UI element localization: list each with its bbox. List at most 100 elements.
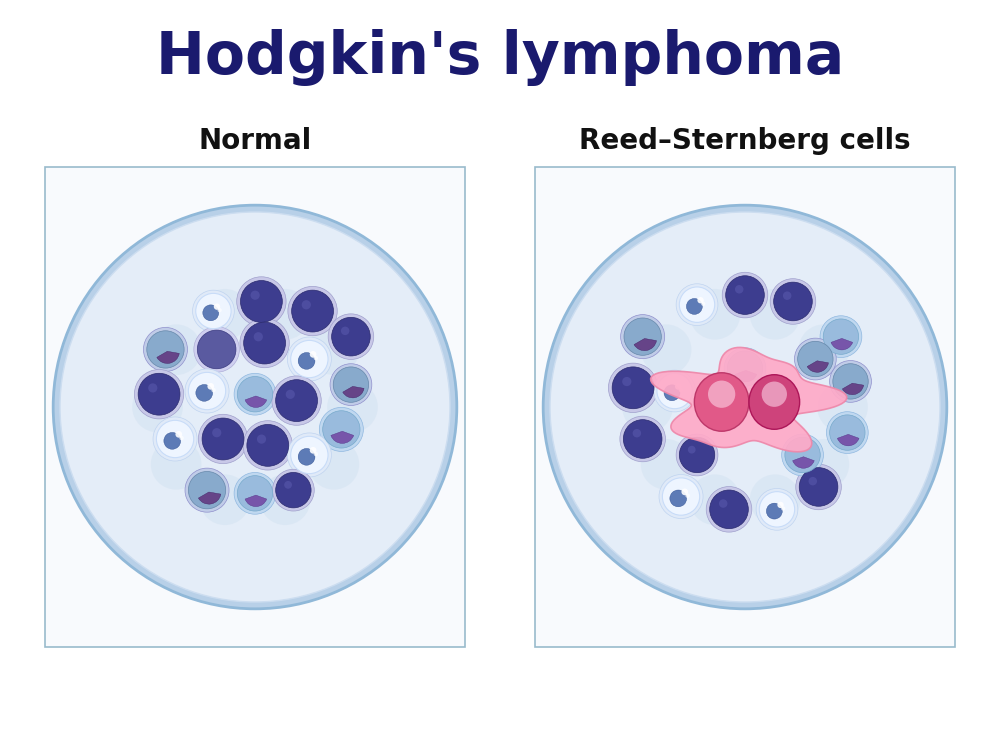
- Circle shape: [185, 369, 229, 413]
- Circle shape: [785, 437, 820, 473]
- Circle shape: [196, 294, 231, 329]
- Circle shape: [276, 380, 317, 422]
- Circle shape: [654, 370, 696, 412]
- Circle shape: [676, 284, 718, 326]
- Circle shape: [799, 439, 849, 490]
- Wedge shape: [198, 492, 221, 504]
- Circle shape: [197, 330, 236, 369]
- Circle shape: [820, 315, 862, 357]
- Wedge shape: [245, 495, 267, 507]
- Circle shape: [550, 212, 940, 602]
- Circle shape: [330, 364, 372, 406]
- Circle shape: [777, 501, 784, 508]
- Circle shape: [830, 361, 871, 403]
- Circle shape: [164, 433, 181, 449]
- Circle shape: [272, 376, 321, 425]
- Text: Hodgkin's lymphoma: Hodgkin's lymphoma: [156, 29, 844, 86]
- Circle shape: [659, 474, 703, 518]
- Circle shape: [633, 429, 641, 438]
- Circle shape: [817, 381, 868, 433]
- Circle shape: [726, 276, 764, 314]
- Circle shape: [662, 478, 700, 515]
- Wedge shape: [343, 386, 364, 398]
- Circle shape: [132, 381, 183, 433]
- Circle shape: [298, 449, 315, 466]
- Circle shape: [679, 437, 715, 473]
- Circle shape: [622, 381, 673, 433]
- Wedge shape: [842, 383, 864, 395]
- Circle shape: [212, 428, 221, 437]
- Circle shape: [257, 435, 266, 444]
- Circle shape: [291, 340, 328, 378]
- Circle shape: [719, 499, 727, 508]
- Polygon shape: [651, 348, 847, 452]
- Circle shape: [783, 291, 791, 300]
- Circle shape: [341, 326, 349, 335]
- Circle shape: [240, 318, 289, 367]
- Circle shape: [759, 492, 795, 527]
- Circle shape: [309, 324, 359, 375]
- Circle shape: [188, 471, 226, 509]
- Circle shape: [620, 417, 665, 462]
- Circle shape: [774, 282, 812, 321]
- Circle shape: [175, 431, 182, 438]
- Circle shape: [237, 376, 273, 412]
- Circle shape: [770, 279, 816, 324]
- Circle shape: [147, 331, 184, 368]
- Circle shape: [685, 493, 690, 498]
- Circle shape: [323, 411, 360, 448]
- Circle shape: [332, 318, 370, 356]
- Circle shape: [676, 434, 718, 476]
- Wedge shape: [157, 351, 179, 363]
- Circle shape: [688, 446, 696, 454]
- Circle shape: [798, 341, 833, 377]
- Circle shape: [286, 389, 295, 399]
- Circle shape: [240, 280, 282, 322]
- Circle shape: [156, 420, 194, 458]
- Circle shape: [234, 373, 276, 415]
- Wedge shape: [807, 361, 828, 373]
- Circle shape: [724, 348, 766, 389]
- Circle shape: [251, 291, 260, 300]
- Circle shape: [319, 408, 363, 452]
- Circle shape: [276, 472, 311, 508]
- Ellipse shape: [694, 373, 749, 431]
- Circle shape: [203, 305, 219, 321]
- Circle shape: [690, 289, 740, 340]
- Circle shape: [217, 308, 222, 313]
- Circle shape: [697, 297, 704, 304]
- Circle shape: [185, 468, 229, 512]
- Circle shape: [327, 381, 378, 433]
- Circle shape: [284, 481, 292, 489]
- Circle shape: [708, 381, 735, 408]
- Circle shape: [681, 488, 688, 496]
- Circle shape: [809, 477, 817, 485]
- Circle shape: [735, 285, 743, 294]
- Circle shape: [247, 425, 289, 466]
- Circle shape: [686, 299, 702, 315]
- Circle shape: [194, 326, 239, 372]
- Circle shape: [138, 373, 180, 415]
- Circle shape: [272, 469, 314, 511]
- Circle shape: [664, 385, 680, 400]
- Circle shape: [202, 418, 244, 460]
- Circle shape: [762, 381, 787, 407]
- Circle shape: [288, 286, 337, 336]
- Circle shape: [641, 439, 691, 490]
- Circle shape: [657, 373, 692, 408]
- Circle shape: [314, 356, 318, 360]
- Circle shape: [710, 490, 748, 529]
- Circle shape: [756, 488, 798, 530]
- Circle shape: [207, 383, 214, 389]
- Circle shape: [298, 353, 315, 369]
- Circle shape: [198, 414, 248, 463]
- Circle shape: [608, 363, 658, 413]
- Circle shape: [679, 287, 715, 322]
- Wedge shape: [735, 370, 757, 382]
- Circle shape: [211, 388, 216, 392]
- Circle shape: [612, 367, 654, 408]
- Circle shape: [151, 439, 201, 490]
- Circle shape: [148, 384, 157, 392]
- Circle shape: [291, 436, 328, 474]
- Circle shape: [623, 419, 662, 458]
